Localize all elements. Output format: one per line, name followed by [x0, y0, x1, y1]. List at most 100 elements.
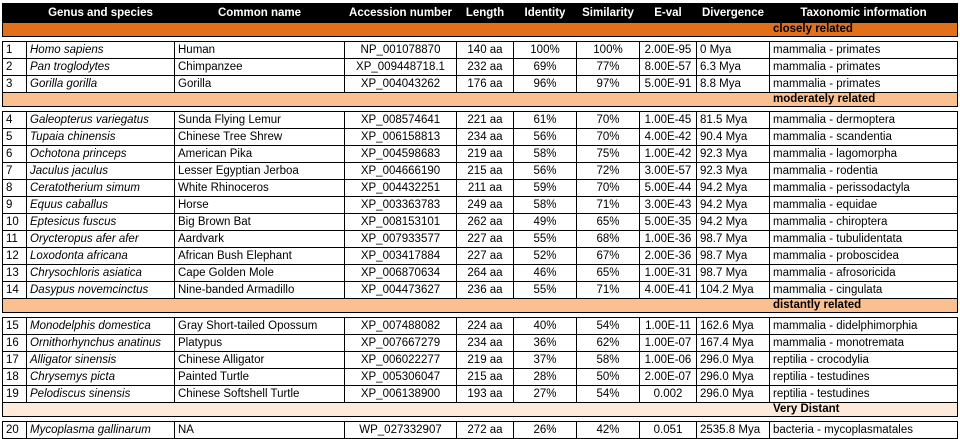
cell-genus: Mycoplasma gallinarum	[26, 421, 175, 439]
cell-genus: Chrysemys picta	[26, 368, 175, 386]
cell-taxonomy: mammalia - didelphimorphia	[769, 317, 958, 335]
cell-taxonomy: mammalia - primates	[769, 58, 958, 76]
cell-eval: 3.00E-57	[639, 162, 697, 180]
cell-common: Gorilla	[174, 75, 345, 93]
table-row: 18 Chrysemys picta Painted Turtle XP_005306…	[2, 368, 958, 386]
cell-eval: 5.00E-44	[639, 179, 697, 197]
cell-eval: 2.00E-95	[639, 41, 697, 59]
cell-similarity: 65%	[576, 264, 640, 282]
cell-identity: 28%	[513, 368, 577, 386]
cell-identity: 36%	[513, 334, 577, 352]
cell-divergence: 98.7 Mya	[696, 247, 770, 265]
cell-common: Lesser Egyptian Jerboa	[174, 162, 345, 180]
cell-accession: XP_007933577	[344, 230, 457, 248]
section-band-row: closely related	[2, 22, 958, 37]
table-row: 8 Ceratotherium simum White Rhinoceros XP_0…	[2, 179, 958, 197]
cell-length: 221 aa	[456, 111, 514, 129]
cell-similarity: 72%	[576, 162, 640, 180]
cell-identity: 49%	[513, 213, 577, 231]
cell-similarity: 54%	[576, 385, 640, 403]
table-row: 2 Pan troglodytes Chimpanzee XP_009448718.1…	[2, 58, 958, 76]
cell-genus: Dasypus novemcinctus	[26, 281, 175, 299]
table-row: 3 Gorilla gorilla Gorilla XP_004043262 176 a…	[2, 75, 958, 93]
cell-num: 2	[2, 58, 27, 76]
column-header-length: Length	[456, 3, 514, 23]
cell-eval: 2.00E-07	[639, 368, 697, 386]
cell-taxonomy: mammalia - primates	[769, 41, 958, 59]
cell-num: 6	[2, 145, 27, 163]
cell-num: 5	[2, 128, 27, 146]
spacer-row	[2, 312, 958, 318]
table-row: 13 Chrysochloris asiatica Cape Golden Mole…	[2, 264, 958, 282]
cell-divergence: 162.6 Mya	[696, 317, 770, 335]
cell-genus: Equus caballus	[26, 196, 175, 214]
cell-length: 227 aa	[456, 247, 514, 265]
cell-divergence: 296.0 Mya	[696, 351, 770, 369]
cell-eval: 8.00E-57	[639, 58, 697, 76]
cell-genus: Homo sapiens	[26, 41, 175, 59]
cell-eval: 1.00E-06	[639, 351, 697, 369]
cell-genus: Pan troglodytes	[26, 58, 175, 76]
cell-common: African Bush Elephant	[174, 247, 345, 265]
cell-length: 219 aa	[456, 145, 514, 163]
cell-similarity: 68%	[576, 230, 640, 248]
cell-eval: 1.00E-11	[639, 317, 697, 335]
cell-taxonomy: mammalia - tubulidentata	[769, 230, 958, 248]
section-band-row: moderately related	[2, 92, 958, 107]
table-row: 6 Ochotona princeps American Pika XP_004598…	[2, 145, 958, 163]
cell-common: Human	[174, 41, 345, 59]
spacer-cell	[2, 106, 958, 112]
cell-genus: Alligator sinensis	[26, 351, 175, 369]
cell-accession: XP_006138900	[344, 385, 457, 403]
table-row: 15 Monodelphis domestica Gray Short-tailed…	[2, 317, 958, 335]
cell-genus: Ceratotherium simum	[26, 179, 175, 197]
cell-taxonomy: reptilia - testudines	[769, 385, 958, 403]
spacer-cell	[2, 312, 958, 318]
cell-accession: WP_027332907	[344, 421, 457, 439]
cell-num: 18	[2, 368, 27, 386]
cell-genus: Tupaia chinensis	[26, 128, 175, 146]
cell-identity: 59%	[513, 179, 577, 197]
table-row: 19 Pelodiscus sinensis Chinese Softshell T…	[2, 385, 958, 403]
cell-taxonomy: mammalia - cingulata	[769, 281, 958, 299]
cell-accession: XP_004043262	[344, 75, 457, 93]
cell-taxonomy: mammalia - chiroptera	[769, 213, 958, 231]
cell-similarity: 75%	[576, 145, 640, 163]
cell-length: 215 aa	[456, 162, 514, 180]
cell-accession: XP_003363783	[344, 196, 457, 214]
table-row: 1 Homo sapiens Human NP_001078870 140 aa 100%…	[2, 41, 958, 59]
cell-common: Chinese Softshell Turtle	[174, 385, 345, 403]
cell-common: Horse	[174, 196, 345, 214]
cell-accession: XP_009448718.1	[344, 58, 457, 76]
cell-taxonomy: mammalia - monotremata	[769, 334, 958, 352]
cell-identity: 96%	[513, 75, 577, 93]
cell-num: 3	[2, 75, 27, 93]
cell-taxonomy: mammalia - primates	[769, 75, 958, 93]
table-row: 16 Ornithorhynchus anatinus Platypus XP_007…	[2, 334, 958, 352]
cell-identity: 26%	[513, 421, 577, 439]
cell-taxonomy: bacteria - mycoplasmatales	[769, 421, 958, 439]
cell-accession: XP_004473627	[344, 281, 457, 299]
cell-similarity: 62%	[576, 334, 640, 352]
cell-taxonomy: reptilia - crocodylia	[769, 351, 958, 369]
column-header-common-name: Common name	[174, 3, 345, 23]
column-header-genus: Genus and species	[26, 3, 175, 23]
cell-num: 9	[2, 196, 27, 214]
cell-genus: Galeopterus variegatus	[26, 111, 175, 129]
cell-common: Gray Short-tailed Opossum	[174, 317, 345, 335]
cell-length: 224 aa	[456, 317, 514, 335]
cell-length: 219 aa	[456, 351, 514, 369]
cell-common: White Rhinoceros	[174, 179, 345, 197]
cell-eval: 5.00E-91	[639, 75, 697, 93]
cell-genus: Monodelphis domestica	[26, 317, 175, 335]
cell-accession: XP_006022277	[344, 351, 457, 369]
cell-eval: 1.00E-45	[639, 111, 697, 129]
cell-length: 211 aa	[456, 179, 514, 197]
cell-identity: 61%	[513, 111, 577, 129]
cell-similarity: 70%	[576, 128, 640, 146]
cell-similarity: 54%	[576, 317, 640, 335]
cell-genus: Eptesicus fuscus	[26, 213, 175, 231]
cell-similarity: 71%	[576, 196, 640, 214]
table-row: 14 Dasypus novemcinctus Nine-banded Armadi…	[2, 281, 958, 299]
cell-genus: Chrysochloris asiatica	[26, 264, 175, 282]
